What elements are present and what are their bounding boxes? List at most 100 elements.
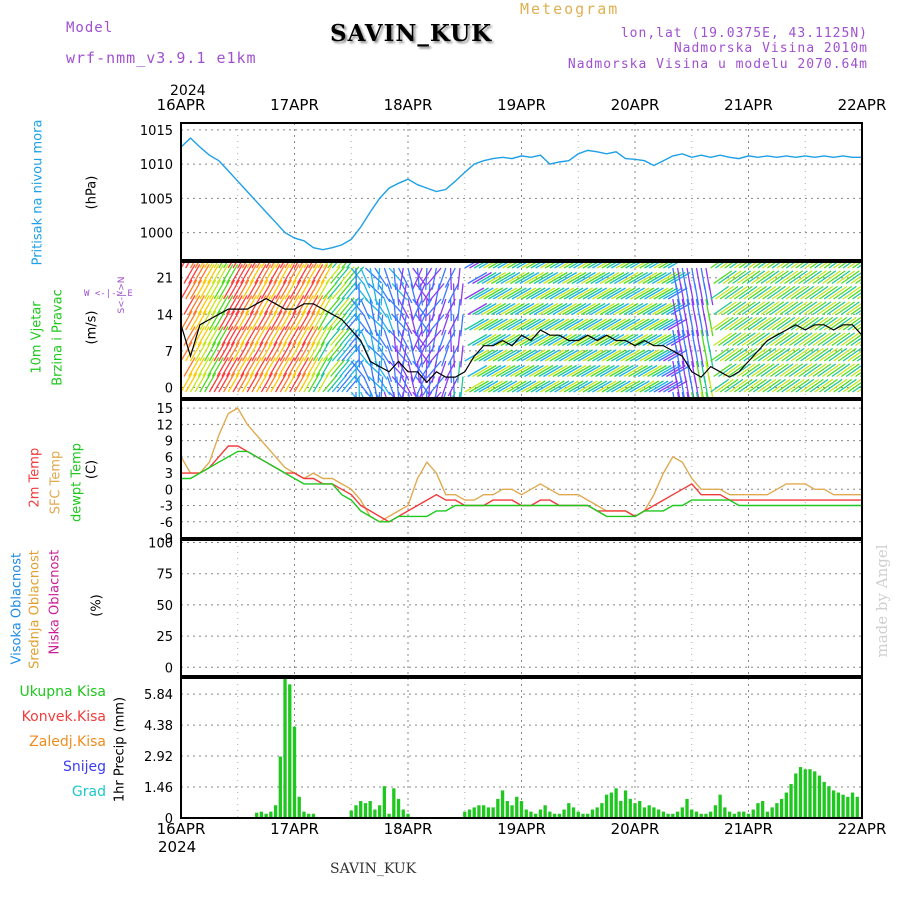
- wind-barb: [819, 347, 838, 362]
- wind-barb: [521, 318, 541, 331]
- wind-barb: [183, 264, 196, 284]
- wind-barb: [284, 279, 297, 300]
- wind-barb: [666, 364, 686, 378]
- wind-barb: [809, 262, 820, 269]
- wind-barb: [708, 345, 714, 368]
- precip-bar: [633, 803, 637, 818]
- wind-barb: [246, 341, 259, 362]
- wind-barb: [552, 364, 573, 378]
- wind-barb: [554, 318, 574, 331]
- wind-barb: [472, 302, 492, 316]
- wind-barb: [855, 278, 862, 285]
- wind-barb: [648, 380, 669, 393]
- wind-barb: [822, 301, 841, 316]
- wind-barb: [861, 267, 862, 268]
- wind-barb: [595, 271, 615, 285]
- wind-barb: [615, 318, 636, 331]
- wind-barb: [585, 271, 606, 285]
- wind-barb: [481, 364, 502, 378]
- wind-barb: [732, 363, 751, 378]
- cloud-unit: (%): [89, 594, 105, 617]
- precip-bar: [671, 813, 675, 818]
- wind-barb: [544, 349, 565, 362]
- wind-barb: [837, 378, 857, 393]
- wind-barb: [483, 318, 504, 331]
- wind-barb: [651, 364, 672, 378]
- wind-barb: [840, 270, 860, 285]
- wind-barb: [292, 326, 305, 346]
- wind-barb: [822, 363, 841, 378]
- wind-barb: [661, 364, 682, 378]
- wind-barb: [334, 297, 350, 315]
- wind-barb: [410, 314, 417, 337]
- wind-barb: [803, 332, 822, 347]
- wind-barb: [429, 345, 445, 363]
- wind-barb: [798, 363, 818, 378]
- wind-barb: [293, 279, 307, 300]
- wind-barb: [202, 326, 215, 346]
- wind-barb: [428, 345, 431, 368]
- wind-barb: [263, 357, 276, 377]
- wind-barb: [563, 318, 584, 331]
- wind-barb: [639, 287, 660, 300]
- wind-barb: [227, 341, 240, 362]
- wind-barb: [311, 357, 324, 377]
- wind-barb: [369, 391, 372, 398]
- wind-barb: [733, 285, 753, 300]
- wind-barb: [460, 345, 464, 368]
- wind-barb: [509, 364, 530, 378]
- wind-barb: [576, 364, 596, 378]
- wind-barb: [736, 363, 756, 378]
- wind-barb: [757, 316, 777, 331]
- wind-barb: [623, 364, 644, 378]
- precip-bar: [732, 813, 736, 818]
- wind-barb: [604, 364, 625, 378]
- precip-bar: [519, 801, 524, 818]
- wind-barb: [256, 279, 269, 300]
- wind-barb: [199, 279, 212, 300]
- wind-barb: [282, 295, 295, 315]
- wind-barb: [524, 364, 544, 378]
- precip-bar: [562, 809, 566, 818]
- wind-barb: [544, 380, 565, 393]
- wind-barb: [331, 343, 347, 362]
- precip-bar: [803, 769, 807, 818]
- wind-barb: [833, 285, 853, 300]
- wind-barb: [218, 310, 231, 331]
- wind-barb: [807, 301, 827, 316]
- wind-barb: [798, 301, 818, 316]
- wind-barb: [240, 295, 253, 315]
- wind-barb: [732, 332, 751, 347]
- wind-barb: [483, 380, 504, 393]
- wind-barb: [760, 270, 780, 285]
- precip-tick-label: 0: [165, 812, 173, 827]
- wind-barb: [241, 310, 255, 331]
- wind-barb: [525, 287, 546, 300]
- wind-barb: [637, 302, 658, 316]
- wind-barb: [535, 287, 556, 300]
- precip-bar: [581, 813, 585, 818]
- wind-barb: [601, 380, 622, 393]
- temp-unit: (C): [84, 459, 100, 480]
- wind-barb: [719, 347, 739, 362]
- wind-barb: [634, 380, 655, 393]
- wind-barb: [438, 267, 447, 290]
- wind-barb: [377, 267, 381, 290]
- wind-barb: [265, 262, 271, 269]
- wind-barb: [481, 333, 502, 347]
- wind-barb: [287, 326, 300, 346]
- wind-barb: [762, 285, 782, 300]
- precip-bar: [576, 811, 580, 818]
- wind-barb: [419, 329, 433, 350]
- wind-barb: [658, 287, 679, 300]
- wind-barb: [221, 326, 234, 346]
- wind-barb: [192, 326, 206, 346]
- wind-barb: [505, 271, 525, 285]
- wind-barb: [341, 312, 357, 331]
- wind-barb: [543, 333, 563, 347]
- wind-barb: [444, 298, 456, 319]
- wind-barb: [614, 302, 634, 316]
- wind-barb: [412, 267, 423, 289]
- wind-barb: [767, 378, 786, 393]
